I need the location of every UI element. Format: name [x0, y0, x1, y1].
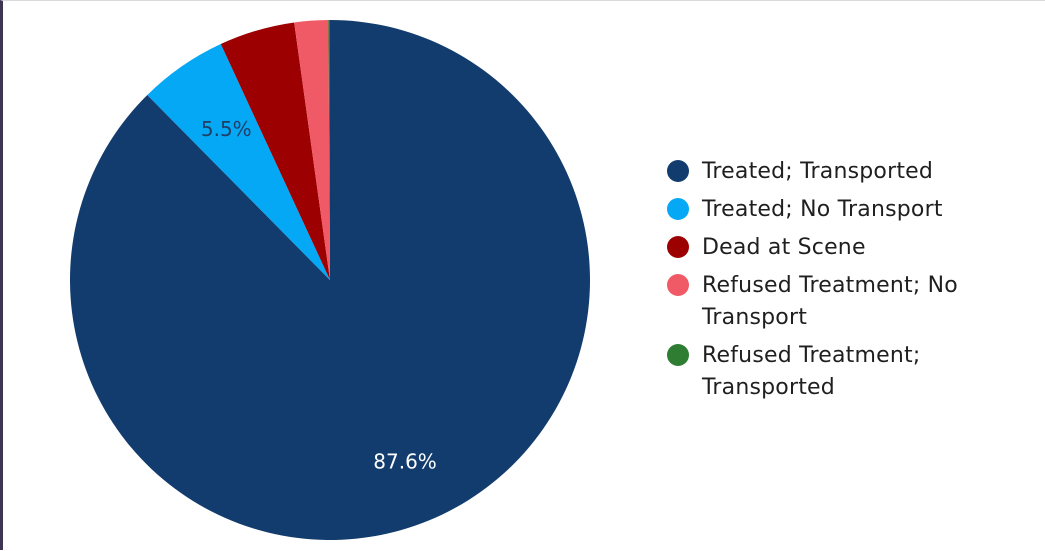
legend-label-treated-transported: Treated; Transported [702, 159, 934, 184]
pie-chart: 87.6% 5.5% [69, 20, 591, 540]
legend-label-dead-at-scene: Dead at Scene [702, 235, 866, 260]
legend-swatch-refused-no-transport [667, 274, 689, 296]
legend-item-refused-no-transport: Refused Treatment; No Transport [667, 270, 1007, 334]
pie-slice-treated-no-transport [147, 44, 330, 281]
legend-swatch-treated-no-transport [667, 198, 689, 220]
pie-slice-dead-at-scene [220, 22, 330, 280]
legend-label-treated-no-transport: Treated; No Transport [702, 197, 943, 222]
legend: Treated; Transported Treated; No Transpo… [667, 156, 1007, 410]
pie-slice-refused-treatment-no-transport [294, 20, 330, 281]
slice-label-treated-transported: 87.6% [373, 449, 437, 473]
legend-swatch-dead-at-scene [667, 236, 689, 258]
legend-item-treated-transported: Treated; Transported [667, 156, 1007, 188]
legend-swatch-refused-transported [667, 344, 689, 366]
legend-label-refused-no-transport: Refused Treatment; No Transport [702, 273, 958, 330]
legend-item-refused-transported: Refused Treatment; Transported [667, 340, 1007, 404]
pie-slice-refused-treatment-transported [328, 20, 330, 280]
legend-item-dead-at-scene: Dead at Scene [667, 232, 1007, 264]
slice-label-treated-no-transport: 5.5% [201, 117, 252, 141]
legend-item-treated-no-transport: Treated; No Transport [667, 194, 1007, 226]
legend-swatch-treated-transported [667, 160, 689, 182]
legend-label-refused-transported: Refused Treatment; Transported [702, 343, 921, 400]
